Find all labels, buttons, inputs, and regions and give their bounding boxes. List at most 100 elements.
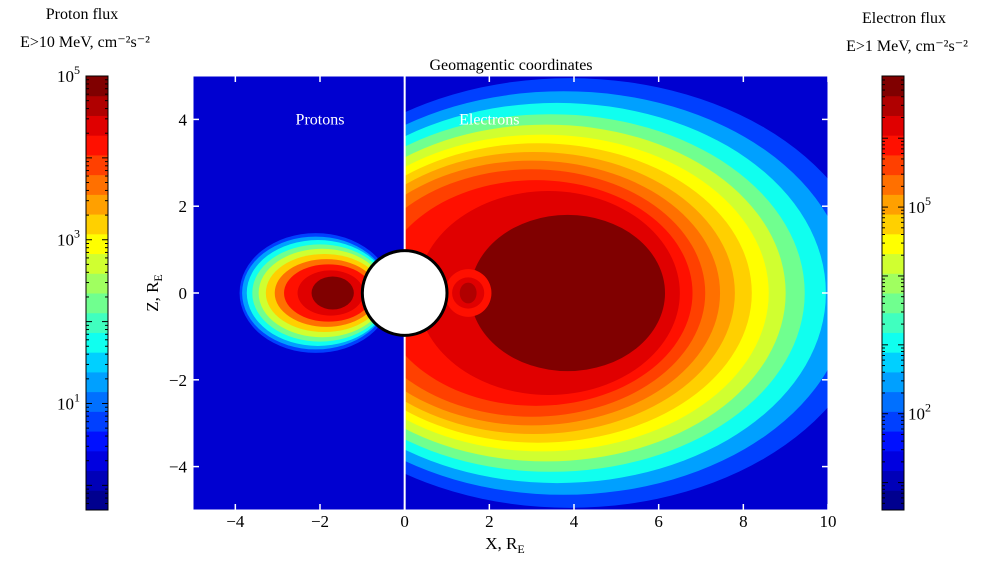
- proton-colorbar-title-line1: Proton flux: [46, 6, 118, 23]
- colorbar-band: [882, 470, 904, 491]
- colorbar-band: [882, 154, 904, 176]
- colorbar-tick-label: 102: [908, 401, 931, 424]
- colorbar-band: [86, 293, 108, 314]
- x-tick-label: 8: [739, 512, 748, 531]
- plot-area: Protons Electrons −4 −2 0 2 4 6 8 10 −4 −2 0 2 4: [169, 75, 837, 531]
- y-axis-label-main: Z, R: [143, 281, 162, 312]
- colorbar-band: [86, 194, 108, 215]
- colorbar-band: [86, 253, 108, 274]
- colorbar-band: [86, 273, 108, 294]
- colorbar-tick-base: 10: [57, 394, 74, 413]
- colorbar-band: [882, 312, 904, 333]
- x-tick-label: −2: [311, 512, 329, 531]
- y-tick-label: 0: [179, 284, 188, 303]
- colorbar-tick-label: 101: [57, 390, 80, 413]
- colorbar-band: [882, 233, 904, 255]
- colorbar-tick-label: 103: [57, 227, 80, 250]
- colorbar-tick-exponent: 2: [925, 401, 931, 415]
- colorbar-band: [86, 214, 108, 235]
- colorbar-band: [86, 431, 108, 452]
- colorbar-band: [882, 76, 904, 97]
- x-axis-ticks: −4 −2 0 2 4 6 8 10: [226, 76, 837, 531]
- y-axis-label-sub: E: [151, 274, 165, 281]
- y-tick-label: 4: [179, 110, 188, 129]
- colorbar-band: [882, 371, 904, 393]
- x-axis-label: X, RE: [485, 534, 524, 556]
- colorbar-band: [882, 411, 904, 432]
- colorbar-band: [86, 371, 108, 393]
- colorbar-band: [882, 273, 904, 294]
- colorbar-band: [86, 76, 108, 97]
- colorbar-band: [86, 115, 108, 136]
- colorbar-tick-base: 10: [57, 231, 74, 250]
- colorbar-tick-exponent: 5: [925, 194, 931, 208]
- colorbar-band: [86, 411, 108, 432]
- region-label: Electrons: [459, 111, 519, 128]
- colorbar-band: [86, 174, 108, 195]
- colorbar-band: [882, 135, 904, 156]
- x-tick-label: 4: [570, 512, 579, 531]
- y-axis-label: Z, RE: [143, 274, 165, 312]
- colorbar-band: [882, 253, 904, 274]
- colorbar-tick-label: 105: [57, 63, 80, 86]
- region-label: Protons: [296, 111, 345, 128]
- region-annotations: Protons Electrons: [296, 111, 520, 128]
- plot-title: Geomagentic coordinates: [429, 57, 592, 74]
- colorbar-band: [882, 95, 904, 116]
- colorbar-band: [882, 293, 904, 314]
- colorbar-tick-exponent: 1: [74, 390, 80, 404]
- x-tick-label: 10: [820, 512, 837, 531]
- colorbar-band: [882, 391, 904, 412]
- x-tick-label: −4: [226, 512, 245, 531]
- colorbar-band: [86, 490, 108, 511]
- colorbar-band: [86, 332, 108, 353]
- colorbar-band: [882, 352, 904, 373]
- colorbar-band: [882, 174, 904, 195]
- colorbar-band: [882, 194, 904, 215]
- colorbar-tick-base: 10: [908, 405, 925, 424]
- proton-belt: [239, 233, 392, 353]
- electron-colorbar-title-line2: E>1 MeV, cm⁻²s⁻²: [846, 38, 968, 55]
- electron-belt: [405, 78, 828, 508]
- colorbar-tick-exponent: 3: [74, 227, 80, 241]
- colorbar-band: [86, 312, 108, 333]
- electron-colorbar-frame: [881, 75, 905, 511]
- colorbar-band: [882, 115, 904, 136]
- y-axis-ticks: −4 −2 0 2 4: [169, 110, 828, 477]
- y-tick-label: −2: [169, 371, 187, 390]
- x-axis-label-main: X, R: [485, 534, 518, 553]
- y-tick-label: 2: [179, 197, 188, 216]
- earth-disk: [360, 249, 449, 337]
- colorbar-band: [882, 490, 904, 511]
- electron-colorbar-bands: [882, 76, 904, 511]
- colorbar-band: [882, 450, 904, 472]
- x-tick-label: 0: [400, 512, 409, 531]
- colorbar-band: [882, 332, 904, 353]
- colorbar-band: [882, 431, 904, 452]
- colorbar-band: [86, 154, 108, 176]
- proton-colorbar-title-line2: E>10 MeV, cm⁻²s⁻²: [20, 34, 150, 51]
- x-tick-label: 2: [485, 512, 494, 531]
- colorbar-band: [86, 470, 108, 491]
- y-tick-label: −4: [169, 458, 188, 477]
- colorbar-tick-base: 10: [908, 198, 925, 217]
- colorbar-tick-exponent: 5: [74, 63, 80, 77]
- proton-flux-contour: [311, 276, 354, 310]
- proton-colorbar-bands: [86, 76, 108, 511]
- colorbar-band: [86, 352, 108, 373]
- colorbar-band: [86, 450, 108, 472]
- colorbar-band: [882, 214, 904, 235]
- electron-colorbar-title-line1: Electron flux: [862, 10, 946, 27]
- x-tick-label: 6: [654, 512, 663, 531]
- colorbar-tick-label: 105: [908, 194, 931, 217]
- colorbar-band: [86, 135, 108, 156]
- colorbar-band: [86, 95, 108, 116]
- colorbar-band: [86, 391, 108, 412]
- colorbar-band: [86, 233, 108, 255]
- electron-flux-contour: [470, 214, 666, 372]
